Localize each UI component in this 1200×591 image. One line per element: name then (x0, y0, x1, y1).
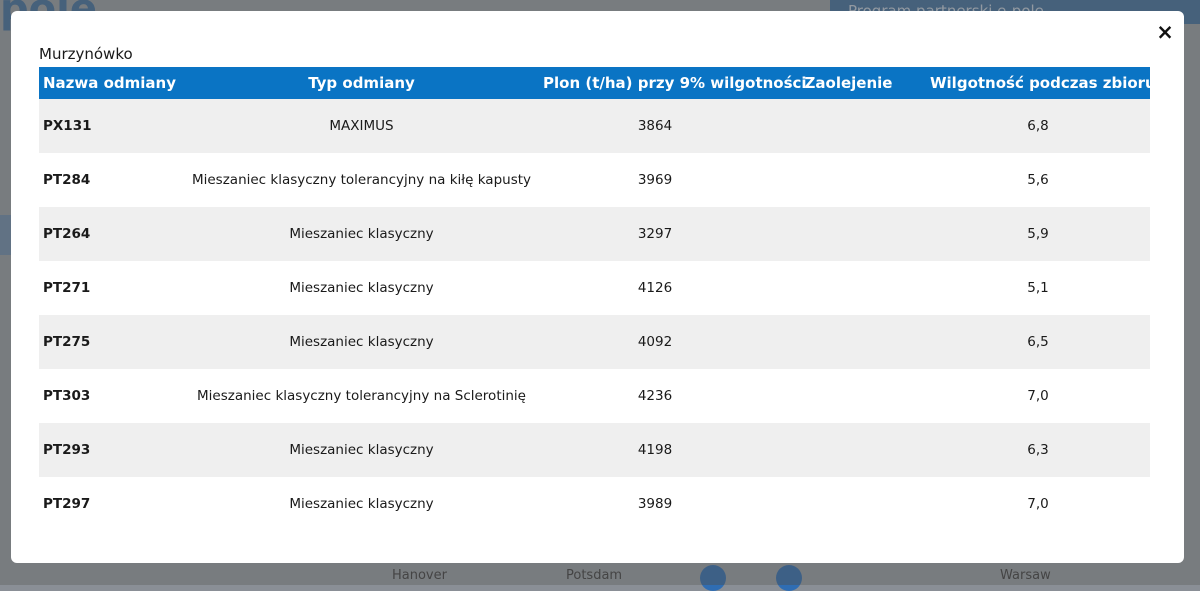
cell-variety-name: PT264 (39, 207, 184, 261)
cell-oil-content (771, 99, 926, 153)
column-header-yield[interactable]: Plon (t/ha) przy 9% wilgotności (539, 67, 807, 99)
cell-variety-type: Mieszaniec klasyczny (184, 207, 539, 261)
cell-moisture: 5,1 (926, 261, 1150, 315)
cell-variety-name: PT293 (39, 423, 184, 477)
column-header-type[interactable]: Typ odmiany (184, 67, 539, 99)
cell-oil-content (771, 207, 926, 261)
cell-moisture: 6,5 (926, 315, 1150, 369)
cell-moisture: 7,0 (926, 477, 1150, 531)
varieties-table: Nazwa odmiany Typ odmiany Plon (t/ha) pr… (39, 67, 1156, 531)
map-label-potsdam: Potsdam (566, 568, 623, 583)
table-row: PT271 Mieszaniec klasyczny 4126 5,1 (39, 261, 1150, 315)
cell-variety-name: PT284 (39, 153, 184, 207)
table-row: PT303 Mieszaniec klasyczny tolerancyjny … (39, 369, 1150, 423)
cell-oil-content (771, 261, 926, 315)
cell-variety-name: PX131 (39, 99, 184, 153)
cell-moisture: 6,3 (926, 423, 1150, 477)
cell-variety-type: Mieszaniec klasyczny tolerancyjny na Scl… (184, 369, 539, 423)
cell-variety-name: PT275 (39, 315, 184, 369)
cell-moisture: 6,8 (926, 99, 1150, 153)
cell-variety-type: Mieszaniec klasyczny (184, 423, 539, 477)
table-header-row: Nazwa odmiany Typ odmiany Plon (t/ha) pr… (39, 67, 1156, 99)
variety-results-modal: × Murzynówko Nazwa odmiany Typ odmiany P… (11, 11, 1184, 563)
cell-moisture: 5,6 (926, 153, 1150, 207)
cell-variety-name: PT271 (39, 261, 184, 315)
cell-variety-type: Mieszaniec klasyczny tolerancyjny na kił… (184, 153, 539, 207)
cell-oil-content (771, 369, 926, 423)
cell-yield: 4198 (539, 423, 771, 477)
cell-moisture: 5,9 (926, 207, 1150, 261)
map-label-hanover: Hanover (392, 568, 447, 583)
cell-moisture: 7,0 (926, 369, 1150, 423)
column-header-moisture[interactable]: Wilgotność podczas zbioru (926, 67, 1156, 99)
column-header-oil-content[interactable]: Zaolejenie (771, 67, 926, 99)
side-tab (0, 215, 12, 255)
table-body: PX131 MAXIMUS 3864 6,8 PT284 Mieszaniec … (39, 99, 1150, 531)
cell-oil-content (771, 315, 926, 369)
cell-oil-content (771, 477, 926, 531)
cell-yield: 3989 (539, 477, 771, 531)
table-row: PT284 Mieszaniec klasyczny tolerancyjny … (39, 153, 1150, 207)
map-label-warsaw: Warsaw (1000, 568, 1051, 583)
cell-variety-type: Mieszaniec klasyczny (184, 477, 539, 531)
cell-variety-type: Mieszaniec klasyczny (184, 315, 539, 369)
table-row: PT293 Mieszaniec klasyczny 4198 6,3 (39, 423, 1150, 477)
cell-yield: 3297 (539, 207, 771, 261)
cell-variety-name: PT297 (39, 477, 184, 531)
close-button[interactable]: × (1156, 20, 1174, 44)
modal-title: Murzynówko (39, 45, 133, 63)
table-row: PT275 Mieszaniec klasyczny 4092 6,5 (39, 315, 1150, 369)
table-row: PT297 Mieszaniec klasyczny 3989 7,0 (39, 477, 1150, 531)
table-row: PT264 Mieszaniec klasyczny 3297 5,9 (39, 207, 1150, 261)
cell-yield: 4126 (539, 261, 771, 315)
column-header-name[interactable]: Nazwa odmiany (39, 67, 184, 99)
cell-variety-name: PT303 (39, 369, 184, 423)
cell-variety-type: MAXIMUS (184, 99, 539, 153)
cell-yield: 3864 (539, 99, 771, 153)
cell-yield: 3969 (539, 153, 771, 207)
cell-yield: 4092 (539, 315, 771, 369)
cell-oil-content (771, 153, 926, 207)
table-row: PX131 MAXIMUS 3864 6,8 (39, 99, 1150, 153)
cell-yield: 4236 (539, 369, 771, 423)
cell-variety-type: Mieszaniec klasyczny (184, 261, 539, 315)
cell-oil-content (771, 423, 926, 477)
